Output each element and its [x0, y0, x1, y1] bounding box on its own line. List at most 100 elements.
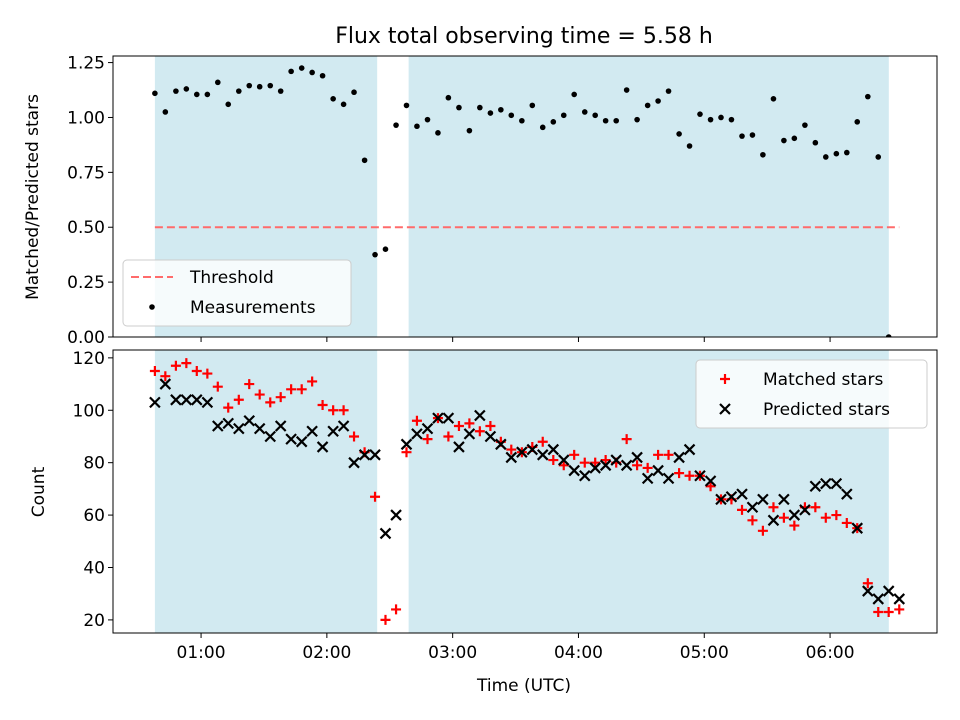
measurement-point [319, 72, 326, 79]
matched-star-point [579, 457, 590, 468]
matched-star-point [202, 368, 213, 379]
top-legend: Threshold Measurements [122, 259, 352, 327]
predicted-star-point [788, 509, 801, 521]
measurement-point [623, 87, 630, 93]
measurement-point [791, 135, 798, 142]
matched-star-point [160, 371, 171, 382]
matched-star-point [380, 614, 391, 625]
matched-star-point [831, 510, 842, 521]
predicted-star-point [337, 420, 350, 432]
matched-star-point [453, 420, 464, 431]
predicted-star-point [557, 454, 570, 466]
matched-star-point [789, 520, 800, 531]
legend-predicted-label: Predicted stars [763, 400, 890, 420]
matched-star-point [401, 447, 412, 458]
predicted-star-point [295, 435, 308, 448]
measurement-point [865, 93, 871, 100]
predicted-star-point [694, 470, 706, 482]
measurement-point [875, 154, 882, 160]
measurement-point [822, 154, 829, 160]
predicted-star-point [505, 451, 518, 464]
matched-star-point [349, 431, 360, 442]
measurement-point [676, 131, 682, 137]
top-axes-frame [112, 55, 938, 338]
predicted-star-point [830, 477, 843, 490]
top-y-tick-label: 0.25 [67, 273, 105, 293]
predicted-star-point [306, 425, 318, 438]
matched-star-point [820, 512, 831, 523]
measurement-point [152, 90, 158, 97]
measurement-point [330, 96, 336, 102]
predicted-star-point [432, 412, 444, 424]
measurement-point [403, 102, 410, 109]
measurement-point [236, 88, 242, 94]
matched-star-point [590, 457, 601, 468]
predicted-star-point [725, 490, 738, 503]
measurement-point [445, 94, 452, 101]
predicted-star-point [327, 425, 339, 438]
matched-star-point [883, 607, 894, 618]
matched-star-point [317, 400, 328, 411]
legend-measurements-swatch [149, 304, 155, 310]
matched-star-point [443, 431, 454, 442]
matched-star-point [600, 455, 611, 466]
predicted-star-point [652, 464, 664, 477]
matched-star-point [642, 462, 653, 473]
predicted-star-point [453, 441, 465, 453]
predicted-star-point [610, 454, 622, 466]
measurement-point [456, 104, 462, 111]
measurement-point [193, 91, 200, 98]
measurement-point [424, 116, 431, 123]
predicted-star-point [673, 451, 685, 464]
matched-star-point [328, 405, 339, 416]
top-y-tick-label: 0.50 [67, 218, 105, 238]
matched-star-point [653, 449, 664, 460]
legend-predicted-swatch [719, 403, 731, 415]
measurement-point [728, 116, 735, 123]
measurement-point [414, 123, 420, 130]
measurement-point [665, 88, 672, 94]
measurement-point [550, 119, 557, 125]
x-tick-label: 04:00 [554, 643, 603, 663]
matched-star-point [632, 460, 643, 471]
measurement-point [309, 69, 315, 76]
x-tick-label: 02:00 [302, 643, 351, 663]
predicted-star-point [222, 417, 235, 430]
matched-star-point [244, 379, 255, 390]
measurement-point [435, 130, 441, 136]
predicted-star-point [882, 585, 895, 597]
measurement-point [644, 102, 651, 109]
predicted-star-point [390, 509, 402, 521]
matched-star-point [212, 381, 223, 392]
predicted-star-point [620, 459, 633, 472]
predicted-star-point [421, 422, 434, 435]
measurement-point [718, 114, 724, 121]
bottom-y-tick-label: 120 [73, 349, 105, 369]
predicted-star-point [872, 593, 885, 605]
matched-star-point [768, 502, 779, 513]
bottom-plot-area [149, 350, 906, 633]
predicted-star-point [589, 462, 601, 474]
matched-star-point [286, 384, 297, 395]
predicted-star-point [631, 451, 643, 464]
top-observing-window-1 [408, 56, 889, 337]
measurement-point [529, 102, 536, 109]
matched-star-point [254, 389, 265, 400]
measurement-point [214, 79, 221, 86]
measurement-point [885, 334, 892, 337]
measurement-point [539, 124, 546, 131]
matched-star-point [275, 392, 286, 403]
predicted-star-point [180, 394, 193, 406]
matched-star-point [485, 420, 496, 431]
predicted-star-point [809, 480, 822, 493]
measurement-point [581, 109, 588, 115]
legend-measurements-label: Measurements [190, 298, 316, 318]
matched-star-point [422, 434, 433, 445]
predicted-star-point [379, 527, 392, 540]
measurement-point [267, 82, 274, 89]
measurement-point [361, 157, 368, 164]
predicted-star-point [516, 446, 528, 458]
x-tick-label: 06:00 [806, 643, 855, 663]
matched-star-point [149, 365, 160, 376]
matched-star-point [894, 604, 905, 615]
